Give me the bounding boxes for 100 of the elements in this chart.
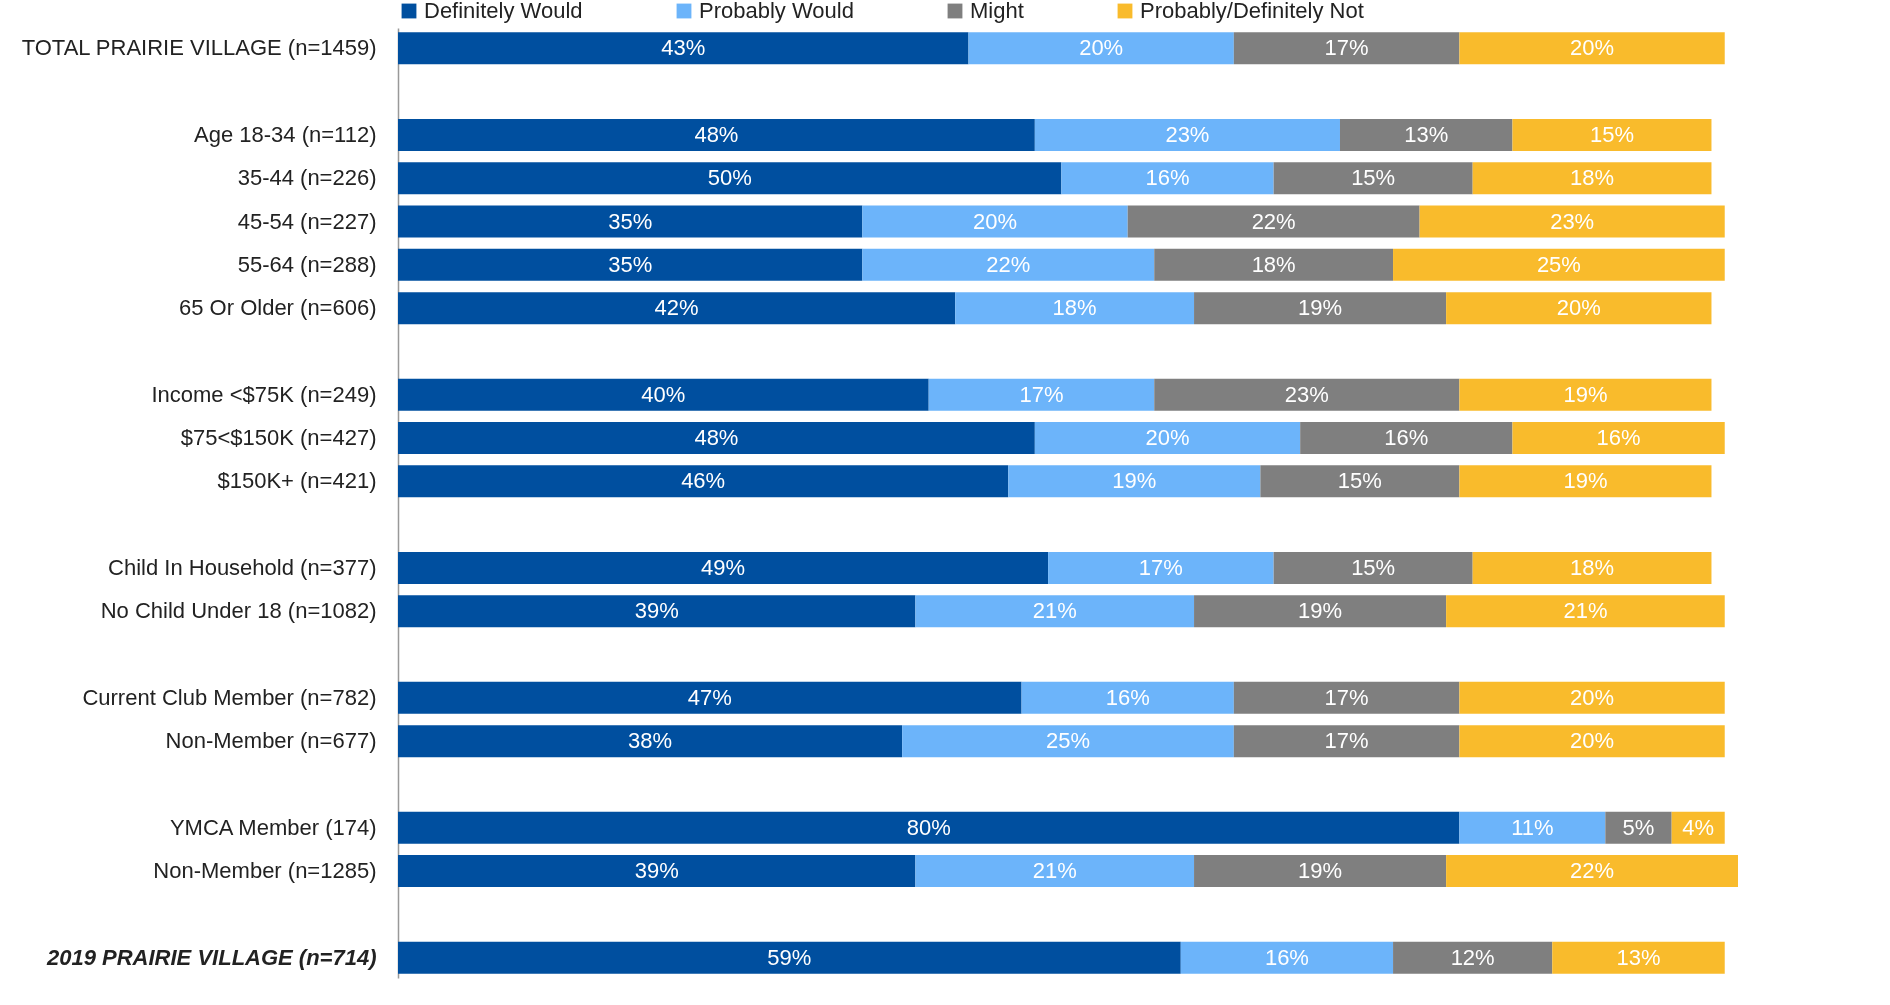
data-label: 23% — [1284, 381, 1329, 407]
bar — [1472, 551, 1712, 584]
bar — [1512, 422, 1725, 455]
y-tick-label: 45-54 (n=227) — [237, 208, 377, 234]
bar — [1180, 941, 1394, 974]
y-tick-label: $150K+ (n=421) — [217, 468, 377, 494]
y-tick-label: $75<$150K (n=427) — [180, 425, 377, 451]
bar — [398, 681, 1022, 714]
bar — [1273, 551, 1473, 584]
data-label: 21% — [1032, 858, 1077, 884]
bar — [398, 465, 1009, 498]
bar — [1459, 681, 1725, 714]
bar — [1446, 292, 1712, 325]
data-label: 20% — [1145, 425, 1190, 451]
data-label: 22% — [986, 251, 1031, 277]
data-label: 59% — [767, 944, 812, 970]
data-label: 20% — [973, 208, 1018, 234]
bar — [968, 32, 1234, 65]
bar — [398, 941, 1181, 974]
data-label: 16% — [1105, 684, 1150, 710]
y-tick-label: 2019 PRAIRIE VILLAGE (n=714) — [46, 944, 377, 970]
bar — [1419, 205, 1725, 238]
data-label: 46% — [681, 468, 726, 494]
data-label: 48% — [694, 121, 739, 147]
bar — [1048, 551, 1274, 584]
data-label: 19% — [1298, 598, 1343, 624]
bar — [928, 378, 1155, 411]
y-tick-label: Current Club Member (n=782) — [82, 684, 377, 710]
data-label: 43% — [661, 35, 706, 61]
y-tick-label: YMCA Member (174) — [169, 814, 377, 840]
data-label: 80% — [906, 814, 951, 840]
bar — [1021, 681, 1234, 714]
bar — [1194, 595, 1447, 628]
bar — [1300, 422, 1513, 455]
data-label: 23% — [1550, 208, 1595, 234]
y-tick-label: Non-Member (n=1285) — [153, 858, 377, 884]
data-label: 23% — [1165, 121, 1210, 147]
bar — [915, 855, 1195, 888]
bar — [1034, 118, 1340, 151]
bar — [1552, 941, 1725, 974]
data-label: 48% — [694, 425, 739, 451]
data-label: 17% — [1324, 35, 1369, 61]
data-label: 20% — [1570, 684, 1615, 710]
data-label: 16% — [1384, 425, 1429, 451]
data-label: 16% — [1264, 944, 1309, 970]
bar — [398, 422, 1035, 455]
bar — [398, 292, 956, 325]
bar — [398, 378, 929, 411]
data-label: 21% — [1563, 598, 1608, 624]
bar — [862, 248, 1155, 281]
data-label: 17% — [1138, 554, 1183, 580]
data-label: 19% — [1112, 468, 1157, 494]
bar — [1472, 162, 1712, 195]
data-label: 11% — [1511, 814, 1554, 840]
y-tick-label: 65 Or Older (n=606) — [179, 295, 377, 321]
data-label: 35% — [608, 251, 653, 277]
y-tick-label: 35-44 (n=226) — [237, 165, 377, 191]
bar — [1233, 32, 1460, 65]
bar — [1393, 941, 1553, 974]
data-label: 13% — [1616, 944, 1661, 970]
legend-label: Definitely Would — [424, 0, 583, 23]
y-tick-label: No Child Under 18 (n=1082) — [100, 598, 377, 624]
bar — [1459, 811, 1606, 844]
bar — [1339, 118, 1513, 151]
data-label: 13% — [1404, 121, 1449, 147]
bar — [398, 855, 916, 888]
data-label: 18% — [1251, 251, 1296, 277]
data-label: 17% — [1019, 381, 1064, 407]
bar — [1393, 248, 1725, 281]
bar — [1459, 378, 1712, 411]
legend-label: Might — [970, 0, 1024, 23]
bar — [398, 551, 1049, 584]
data-label: 18% — [1570, 165, 1615, 191]
bar — [398, 595, 916, 628]
bar — [1154, 248, 1394, 281]
data-label: 19% — [1563, 468, 1608, 494]
data-label: 25% — [1536, 251, 1581, 277]
bar — [398, 32, 969, 65]
data-label: 40% — [641, 381, 686, 407]
data-label: 15% — [1337, 468, 1382, 494]
data-label: 19% — [1298, 858, 1343, 884]
data-label: 39% — [634, 598, 679, 624]
y-tick-label: TOTAL PRAIRIE VILLAGE (n=1459) — [21, 35, 377, 61]
y-tick-label: Non-Member (n=677) — [165, 728, 377, 754]
bar — [1127, 205, 1420, 238]
bar — [398, 811, 1460, 844]
data-label: 16% — [1145, 165, 1190, 191]
bar — [1273, 162, 1473, 195]
data-label: 47% — [687, 684, 732, 710]
bar — [1459, 465, 1712, 498]
bar — [398, 725, 903, 758]
data-label: 19% — [1563, 381, 1608, 407]
bar — [398, 205, 863, 238]
bar — [862, 205, 1128, 238]
bar — [1008, 465, 1261, 498]
bar — [1194, 292, 1447, 325]
bar — [1233, 725, 1460, 758]
data-label: 22% — [1570, 858, 1615, 884]
data-label: 18% — [1052, 295, 1097, 321]
data-label: 25% — [1045, 728, 1091, 754]
